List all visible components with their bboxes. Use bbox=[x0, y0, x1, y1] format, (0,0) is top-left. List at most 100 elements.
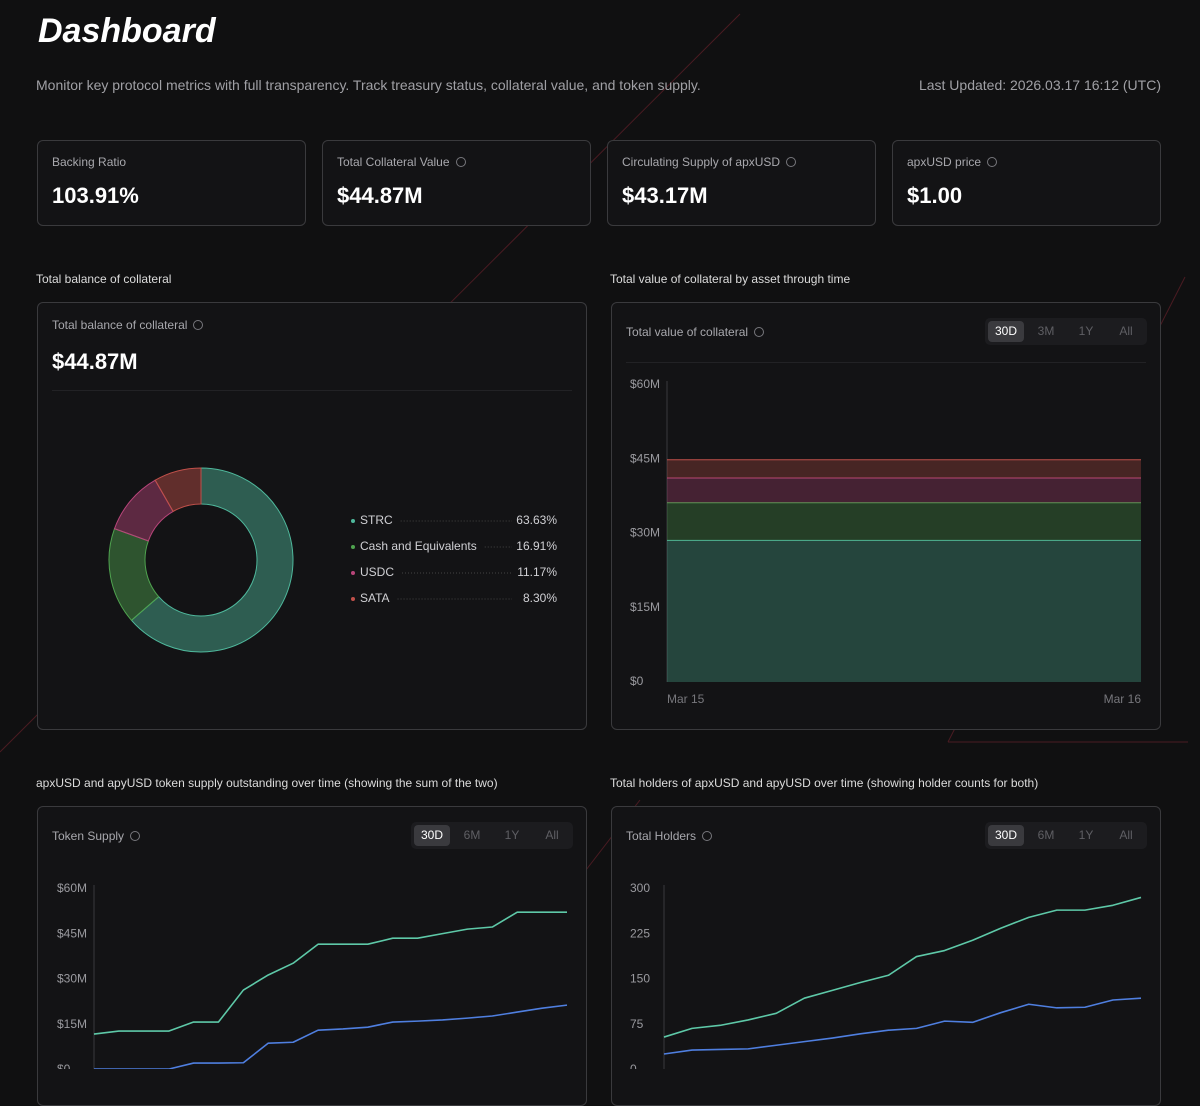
divider bbox=[52, 390, 572, 391]
info-icon[interactable] bbox=[193, 320, 204, 330]
y-tick-label: $60M bbox=[630, 377, 660, 391]
legend-dot bbox=[351, 571, 355, 575]
tab-text: 6M bbox=[1037, 828, 1055, 842]
tab[interactable]: All bbox=[534, 825, 570, 846]
legend-label: SATA bbox=[360, 591, 390, 605]
stat-value-text: $44.87M bbox=[337, 183, 423, 208]
tab[interactable]: 1Y bbox=[1068, 825, 1104, 846]
y-tick-label: 150 bbox=[630, 972, 650, 986]
tab[interactable]: 1Y bbox=[494, 825, 530, 846]
info-icon[interactable] bbox=[130, 831, 141, 841]
divider bbox=[626, 362, 1146, 363]
legend-dot bbox=[351, 597, 355, 601]
stat-label: Backing Ratio bbox=[52, 155, 126, 169]
y-tick-label: 0 bbox=[630, 1062, 637, 1069]
page-title: Dashboard bbox=[38, 12, 216, 50]
legend-dot bbox=[351, 519, 355, 523]
area-band bbox=[667, 502, 1141, 541]
x-tick-label: Mar 15 bbox=[667, 692, 705, 706]
charts: STRC 63.63% Cash and Equivalents 16.91% USDC… bbox=[57, 377, 1142, 1069]
section-title-text: apxUSD and apyUSD token supply outstandi… bbox=[36, 776, 498, 790]
tab-text: All bbox=[1119, 828, 1133, 842]
legend-value: 8.30% bbox=[523, 591, 557, 605]
stat-value: 103.91% bbox=[52, 183, 139, 209]
stat-value: $44.87M bbox=[337, 183, 423, 209]
stat-value: $43.17M bbox=[622, 183, 708, 209]
tab[interactable]: 6M bbox=[454, 825, 490, 846]
section-title-text: Total balance of collateral bbox=[36, 272, 172, 286]
info-icon[interactable] bbox=[702, 831, 713, 841]
tab-text: 30D bbox=[994, 324, 1017, 338]
tab[interactable]: 30D bbox=[988, 321, 1024, 342]
tab[interactable]: 3M bbox=[1028, 321, 1064, 342]
info-icon[interactable] bbox=[754, 327, 765, 337]
section-title: Total value of collateral by asset throu… bbox=[610, 272, 850, 286]
stat-card: Total Collateral Value $44.87M bbox=[322, 140, 591, 226]
tab-text: 3M bbox=[1037, 324, 1055, 338]
y-tick-label: $0 bbox=[57, 1062, 71, 1069]
area-band bbox=[667, 540, 1141, 682]
y-tick-label: 75 bbox=[630, 1017, 644, 1031]
card-label-text: Total value of collateral bbox=[626, 325, 749, 339]
chart-card: Total Holders 30D 6M 1Y All bbox=[611, 806, 1161, 1106]
stat-label-text: Backing Ratio bbox=[52, 155, 127, 169]
stat-value-text: 103.91% bbox=[52, 183, 139, 208]
tab-group: 30D 6M 1Y All bbox=[411, 822, 573, 849]
stat-card: apxUSD price $1.00 bbox=[892, 140, 1161, 226]
tab[interactable]: All bbox=[1108, 825, 1144, 846]
section-title-text: Total holders of apxUSD and apyUSD over … bbox=[610, 776, 1039, 790]
total-value-text: $44.87M bbox=[52, 349, 138, 374]
info-icon[interactable] bbox=[455, 157, 466, 167]
tab-text: 1Y bbox=[1078, 828, 1094, 842]
y-tick-label: $45M bbox=[57, 926, 87, 940]
line-series bbox=[663, 997, 1142, 1055]
legend-value: 11.17% bbox=[517, 565, 557, 579]
card-label: Total balance of collateral bbox=[52, 318, 204, 332]
section-title: Total holders of apxUSD and apyUSD over … bbox=[610, 776, 1038, 790]
chart-card: Total balance of collateral $44.87M bbox=[37, 302, 587, 730]
line-series bbox=[94, 1004, 568, 1069]
chart-card: Total value of collateral 30D 3M 1Y All bbox=[611, 302, 1161, 730]
description: Monitor key protocol metrics with full t… bbox=[36, 77, 701, 93]
tab-group: 30D 6M 1Y All bbox=[985, 822, 1147, 849]
line-series bbox=[93, 911, 567, 1035]
stat-label: Total Collateral Value bbox=[337, 155, 466, 169]
tab-text: 30D bbox=[994, 828, 1017, 842]
info-icon[interactable] bbox=[786, 157, 797, 167]
y-tick-label: $45M bbox=[630, 451, 660, 465]
y-tick-label: $30M bbox=[57, 972, 87, 986]
legend-label: USDC bbox=[360, 565, 394, 579]
card-label-text: Total Holders bbox=[626, 829, 697, 843]
x-tick-label: Mar 16 bbox=[1104, 692, 1142, 706]
tab-text: 1Y bbox=[1078, 324, 1094, 338]
y-tick-label: $30M bbox=[630, 526, 660, 540]
area-band bbox=[667, 478, 1141, 503]
tab[interactable]: 6M bbox=[1028, 825, 1064, 846]
section-title-text: Total value of collateral by asset throu… bbox=[610, 272, 851, 286]
info-icon[interactable] bbox=[987, 157, 998, 167]
tab[interactable]: 30D bbox=[988, 825, 1024, 846]
card-label-text: Total balance of collateral bbox=[52, 318, 188, 332]
tab[interactable]: All bbox=[1108, 321, 1144, 342]
tab-text: All bbox=[1119, 324, 1133, 338]
tab-text: 30D bbox=[420, 828, 443, 842]
stat-label-text: Total Collateral Value bbox=[337, 155, 450, 169]
legend-dot bbox=[351, 545, 355, 549]
area-band bbox=[667, 459, 1141, 479]
section-title: Total balance of collateral bbox=[36, 272, 171, 286]
tab[interactable]: 1Y bbox=[1068, 321, 1104, 342]
legend-value: 63.63% bbox=[516, 513, 557, 527]
last-updated: Last Updated: 2026.03.17 16:12 (UTC) bbox=[918, 77, 1161, 93]
card-label: Total Holders bbox=[626, 829, 713, 843]
tab[interactable]: 30D bbox=[414, 825, 450, 846]
y-tick-label: $60M bbox=[57, 881, 87, 895]
page: Dashboard Monitor key protocol metrics w… bbox=[0, 12, 1188, 1106]
y-tick-label: 300 bbox=[630, 881, 650, 895]
donut-segment bbox=[154, 467, 202, 513]
total-value: $44.87M bbox=[52, 349, 138, 375]
stat-card: Backing Ratio 103.91% bbox=[37, 140, 306, 226]
stat-label: apxUSD price bbox=[907, 155, 998, 169]
chart-card: Token Supply 30D 6M 1Y All bbox=[37, 806, 587, 1106]
y-tick-label: $0 bbox=[630, 674, 644, 688]
card-label: Token Supply bbox=[52, 829, 141, 843]
